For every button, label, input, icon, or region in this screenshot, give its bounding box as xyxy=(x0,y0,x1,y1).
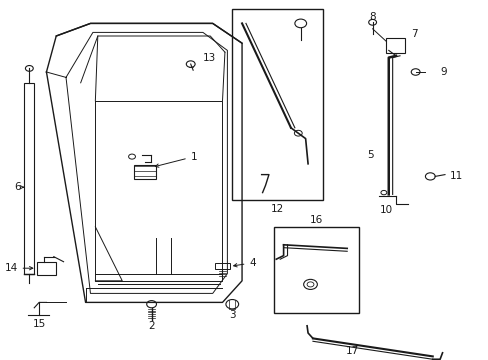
Text: 9: 9 xyxy=(439,67,446,77)
Text: 1: 1 xyxy=(155,152,197,167)
Text: 13: 13 xyxy=(203,53,216,63)
Bar xyxy=(215,263,229,269)
Text: 12: 12 xyxy=(270,204,284,214)
Bar xyxy=(273,227,359,313)
Bar xyxy=(386,38,404,53)
Text: 17: 17 xyxy=(345,346,358,356)
Text: 16: 16 xyxy=(309,215,323,225)
Text: 14: 14 xyxy=(4,263,33,273)
Text: 8: 8 xyxy=(368,12,375,22)
Text: 15: 15 xyxy=(32,319,46,329)
Text: 3: 3 xyxy=(228,310,235,320)
Bar xyxy=(37,262,56,275)
Text: 5: 5 xyxy=(366,150,373,160)
Bar xyxy=(134,165,155,179)
Bar xyxy=(24,83,34,274)
Text: 10: 10 xyxy=(379,205,392,215)
Bar xyxy=(232,9,322,200)
Text: 2: 2 xyxy=(148,321,155,331)
Text: 7: 7 xyxy=(410,29,417,39)
Text: 11: 11 xyxy=(449,171,462,181)
Text: 6: 6 xyxy=(14,182,23,192)
Text: 4: 4 xyxy=(233,258,256,268)
